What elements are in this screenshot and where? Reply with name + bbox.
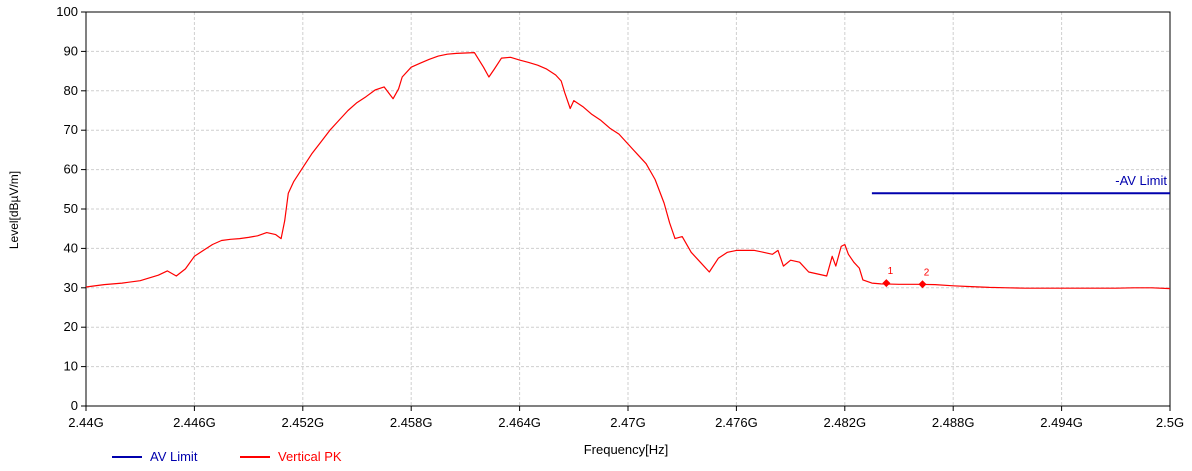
x-tick-label: 2.47G <box>610 415 645 430</box>
marker-point <box>882 279 891 288</box>
y-tick-label: 50 <box>64 201 78 216</box>
marker-label: 2 <box>924 267 930 278</box>
marker-point <box>918 280 927 289</box>
legend-label: Vertical PK <box>278 449 342 464</box>
y-tick-label: 60 <box>64 162 78 177</box>
vertical-pk-line <box>85 51 1171 290</box>
x-tick-label: 2.464G <box>498 415 541 430</box>
x-tick-label: 2.482G <box>823 415 866 430</box>
y-tick-label: 80 <box>64 83 78 98</box>
x-tick-label: 2.452G <box>281 415 324 430</box>
y-tick-label: 40 <box>64 240 78 255</box>
x-tick-label: 2.446G <box>173 415 216 430</box>
y-tick-label: 30 <box>64 280 78 295</box>
y-tick-label: 0 <box>71 398 78 413</box>
y-axis-label: Level[dBµV/m] <box>7 171 21 249</box>
series-layer: -AV Limit <box>85 51 1171 290</box>
y-tick-label: 70 <box>64 122 78 137</box>
x-tick-label: 2.458G <box>390 415 433 430</box>
x-tick-label: 2.488G <box>932 415 975 430</box>
legend-label: AV Limit <box>150 449 198 464</box>
x-axis: 2.44G 2.446G 2.452G 2.458G 2.464G 2.47G 2.476G… <box>68 406 1184 430</box>
grid-lines <box>86 12 1170 406</box>
av-limit-line-label: -AV Limit <box>1115 173 1167 188</box>
x-tick-label: 2.44G <box>68 415 103 430</box>
x-axis-label: Frequency[Hz] <box>584 442 669 457</box>
y-tick-label: 10 <box>64 359 78 374</box>
legend: AV Limit Vertical PK <box>112 449 342 464</box>
y-axis: 0 10 20 30 40 50 60 70 80 90 100 <box>56 4 86 413</box>
y-tick-label: 100 <box>56 4 78 19</box>
y-tick-label: 20 <box>64 319 78 334</box>
x-tick-label: 2.476G <box>715 415 758 430</box>
marker-label: 1 <box>888 266 894 277</box>
y-tick-label: 90 <box>64 43 78 58</box>
x-tick-label: 2.494G <box>1040 415 1083 430</box>
x-tick-label: 2.5G <box>1156 415 1184 430</box>
